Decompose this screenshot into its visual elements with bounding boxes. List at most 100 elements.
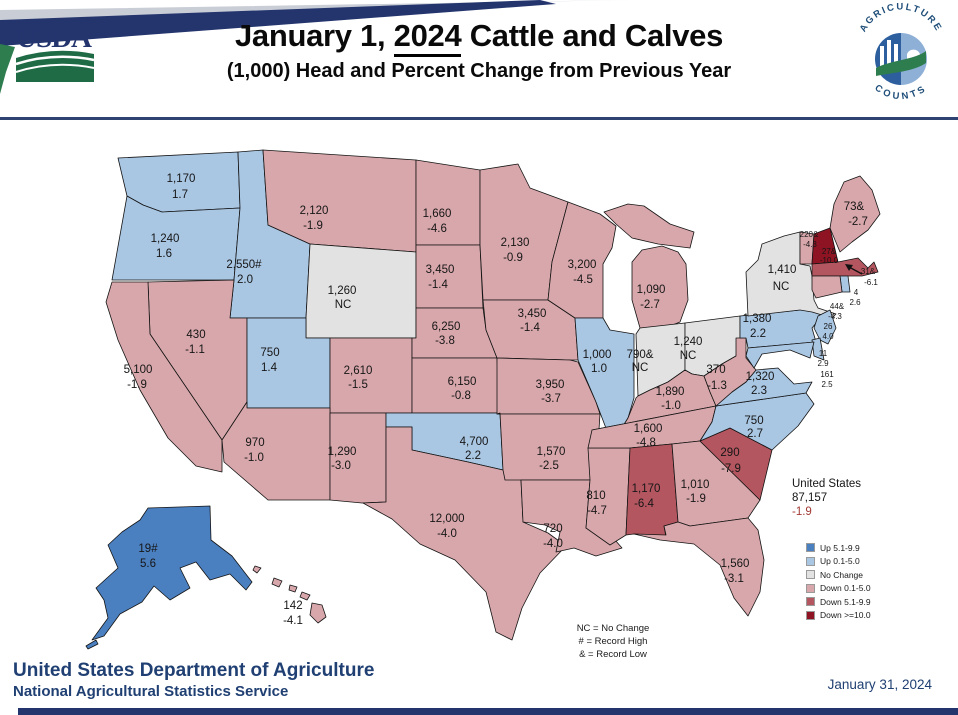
title-prefix: January 1, xyxy=(234,18,394,53)
state-nm-change: -3.0 xyxy=(331,460,351,472)
legend-swatch-icon xyxy=(806,583,815,593)
state-az-value: 970 xyxy=(245,437,264,449)
state-fl-change: -3.1 xyxy=(724,573,744,585)
state-sc-value: 290 xyxy=(720,447,739,459)
state-nc-value: 750 xyxy=(744,415,763,427)
legend-swatch-icon xyxy=(806,597,815,607)
legend: Up 5.1-9.9 Up 0.1-5.0 No Change Down 0.1-5.… xyxy=(806,541,871,622)
legend-item: Up 5.1-9.9 xyxy=(806,541,871,555)
state-wa-value: 1,170 xyxy=(167,173,196,185)
legend-swatch-icon xyxy=(806,570,815,580)
state-al-change: -6.4 xyxy=(634,498,654,510)
state-ks-value: 6,150 xyxy=(448,376,477,388)
state-md-value: 161 xyxy=(820,370,834,379)
state-pa-value: 1,380 xyxy=(743,313,772,325)
state-mn-change: -0.9 xyxy=(503,252,523,264)
legend-swatch-icon xyxy=(806,543,815,553)
state-ct-shape xyxy=(811,275,843,299)
state-wy-shape xyxy=(305,243,417,339)
state-mt-value: 2,120 xyxy=(300,205,329,217)
header-swoosh-gray xyxy=(0,0,630,22)
state-mo-change: -3.7 xyxy=(541,393,561,405)
state-nc-shape xyxy=(699,392,815,451)
usda-wordmark: USDA xyxy=(16,22,92,54)
state-vt-change: -4.3 xyxy=(803,240,817,249)
footer-agency: National Agricultural Statistics Service xyxy=(13,683,289,700)
state-il-shape xyxy=(574,317,635,445)
ac-bar-icon xyxy=(880,46,884,70)
state-ms-value: 810 xyxy=(586,490,605,502)
state-nv-change: -1.1 xyxy=(185,344,205,356)
state-hi-change: -4.1 xyxy=(283,615,303,627)
us-total-block: United States 87,157 -1.9 xyxy=(792,477,861,519)
state-nc-change: 2.7 xyxy=(747,428,763,440)
header-swoosh-green xyxy=(0,44,15,94)
legend-item: Down 5.1-9.9 xyxy=(806,595,871,609)
state-de-change: 2.9 xyxy=(817,359,829,368)
state-mi-shape xyxy=(603,203,695,331)
state-ri-change: 2.6 xyxy=(849,298,861,307)
legend-label: Down >=10.0 xyxy=(820,610,871,621)
state-nj-change: 4.0 xyxy=(822,332,834,341)
state-pa-change: 2.2 xyxy=(750,328,766,340)
state-mt-change: -1.9 xyxy=(303,220,323,232)
state-nm-shape xyxy=(329,412,387,504)
state-ia-change: -1.4 xyxy=(520,322,540,334)
state-nm-value: 1,290 xyxy=(328,446,357,458)
footnote-line: NC = No Change xyxy=(576,623,650,634)
state-ne-value: 6,250 xyxy=(432,321,461,333)
footnotes: NC = No Change # = Record High & = Record … xyxy=(538,622,688,661)
page-title: January 1, 2024 Cattle and Calves xyxy=(0,18,958,57)
state-tx-value: 12,000 xyxy=(429,513,464,525)
us-total-label: United States xyxy=(792,478,862,490)
state-sd-shape xyxy=(415,244,484,309)
state-la-change: -4.0 xyxy=(543,538,563,550)
state-id-value: 2,550# xyxy=(226,259,262,271)
state-or-change: 1.6 xyxy=(156,248,172,260)
state-ma-change: -6.1 xyxy=(864,278,878,287)
state-hi-shape xyxy=(252,565,327,624)
state-nd-shape xyxy=(415,159,481,246)
state-ok-change: 2.2 xyxy=(465,450,481,462)
state-ky-value: 1,890 xyxy=(656,386,685,398)
state-mi-value: 1,090 xyxy=(637,284,666,296)
state-tn-value: 1,600 xyxy=(634,423,663,435)
state-id-change: 2.0 xyxy=(237,274,253,286)
state-ia-value: 3,450 xyxy=(518,308,547,320)
state-nj-value: 26 xyxy=(824,322,833,331)
usda-logo: USDA xyxy=(15,22,95,82)
state-de-shape xyxy=(811,337,825,361)
state-va-value: 1,320 xyxy=(746,371,775,383)
state-ms-change: -4.7 xyxy=(587,505,607,517)
legend-label: Down 0.1-5.0 xyxy=(820,583,871,594)
state-de-value: 11 xyxy=(819,349,828,358)
state-ak-shape xyxy=(85,505,253,650)
footnote-line: & = Record Low xyxy=(579,649,647,660)
state-mo-value: 3,950 xyxy=(536,379,565,391)
state-ut-change: 1.4 xyxy=(261,362,278,374)
legend-label: Up 5.1-9.9 xyxy=(820,542,860,553)
state-nd-change: -4.6 xyxy=(427,223,447,235)
state-me-change: -2.7 xyxy=(848,216,868,228)
state-oh-change: NC xyxy=(680,350,697,362)
state-vt-value: 220& xyxy=(800,230,819,239)
state-az-shape xyxy=(221,401,331,501)
state-nv-value: 430 xyxy=(186,329,205,341)
state-wy-value: 1,260 xyxy=(328,285,357,297)
state-tn-change: -4.8 xyxy=(636,437,656,449)
us-choropleth-map xyxy=(85,149,881,650)
state-co-value: 2,610 xyxy=(344,365,373,377)
usda-field-icon xyxy=(15,50,95,82)
state-ri-value: 4 xyxy=(854,288,859,297)
state-hi-value: 142 xyxy=(283,600,302,612)
state-sd-change: -1.4 xyxy=(428,279,448,291)
ac-green-swoosh xyxy=(876,51,926,76)
state-ga-value: 1,010 xyxy=(681,479,710,491)
state-me-shape xyxy=(829,175,881,253)
state-tx-change: -4.0 xyxy=(437,528,457,540)
state-co-change: -1.5 xyxy=(348,379,368,391)
state-ar-value: 1,570 xyxy=(537,446,566,458)
state-ny-change: NC xyxy=(773,281,790,293)
